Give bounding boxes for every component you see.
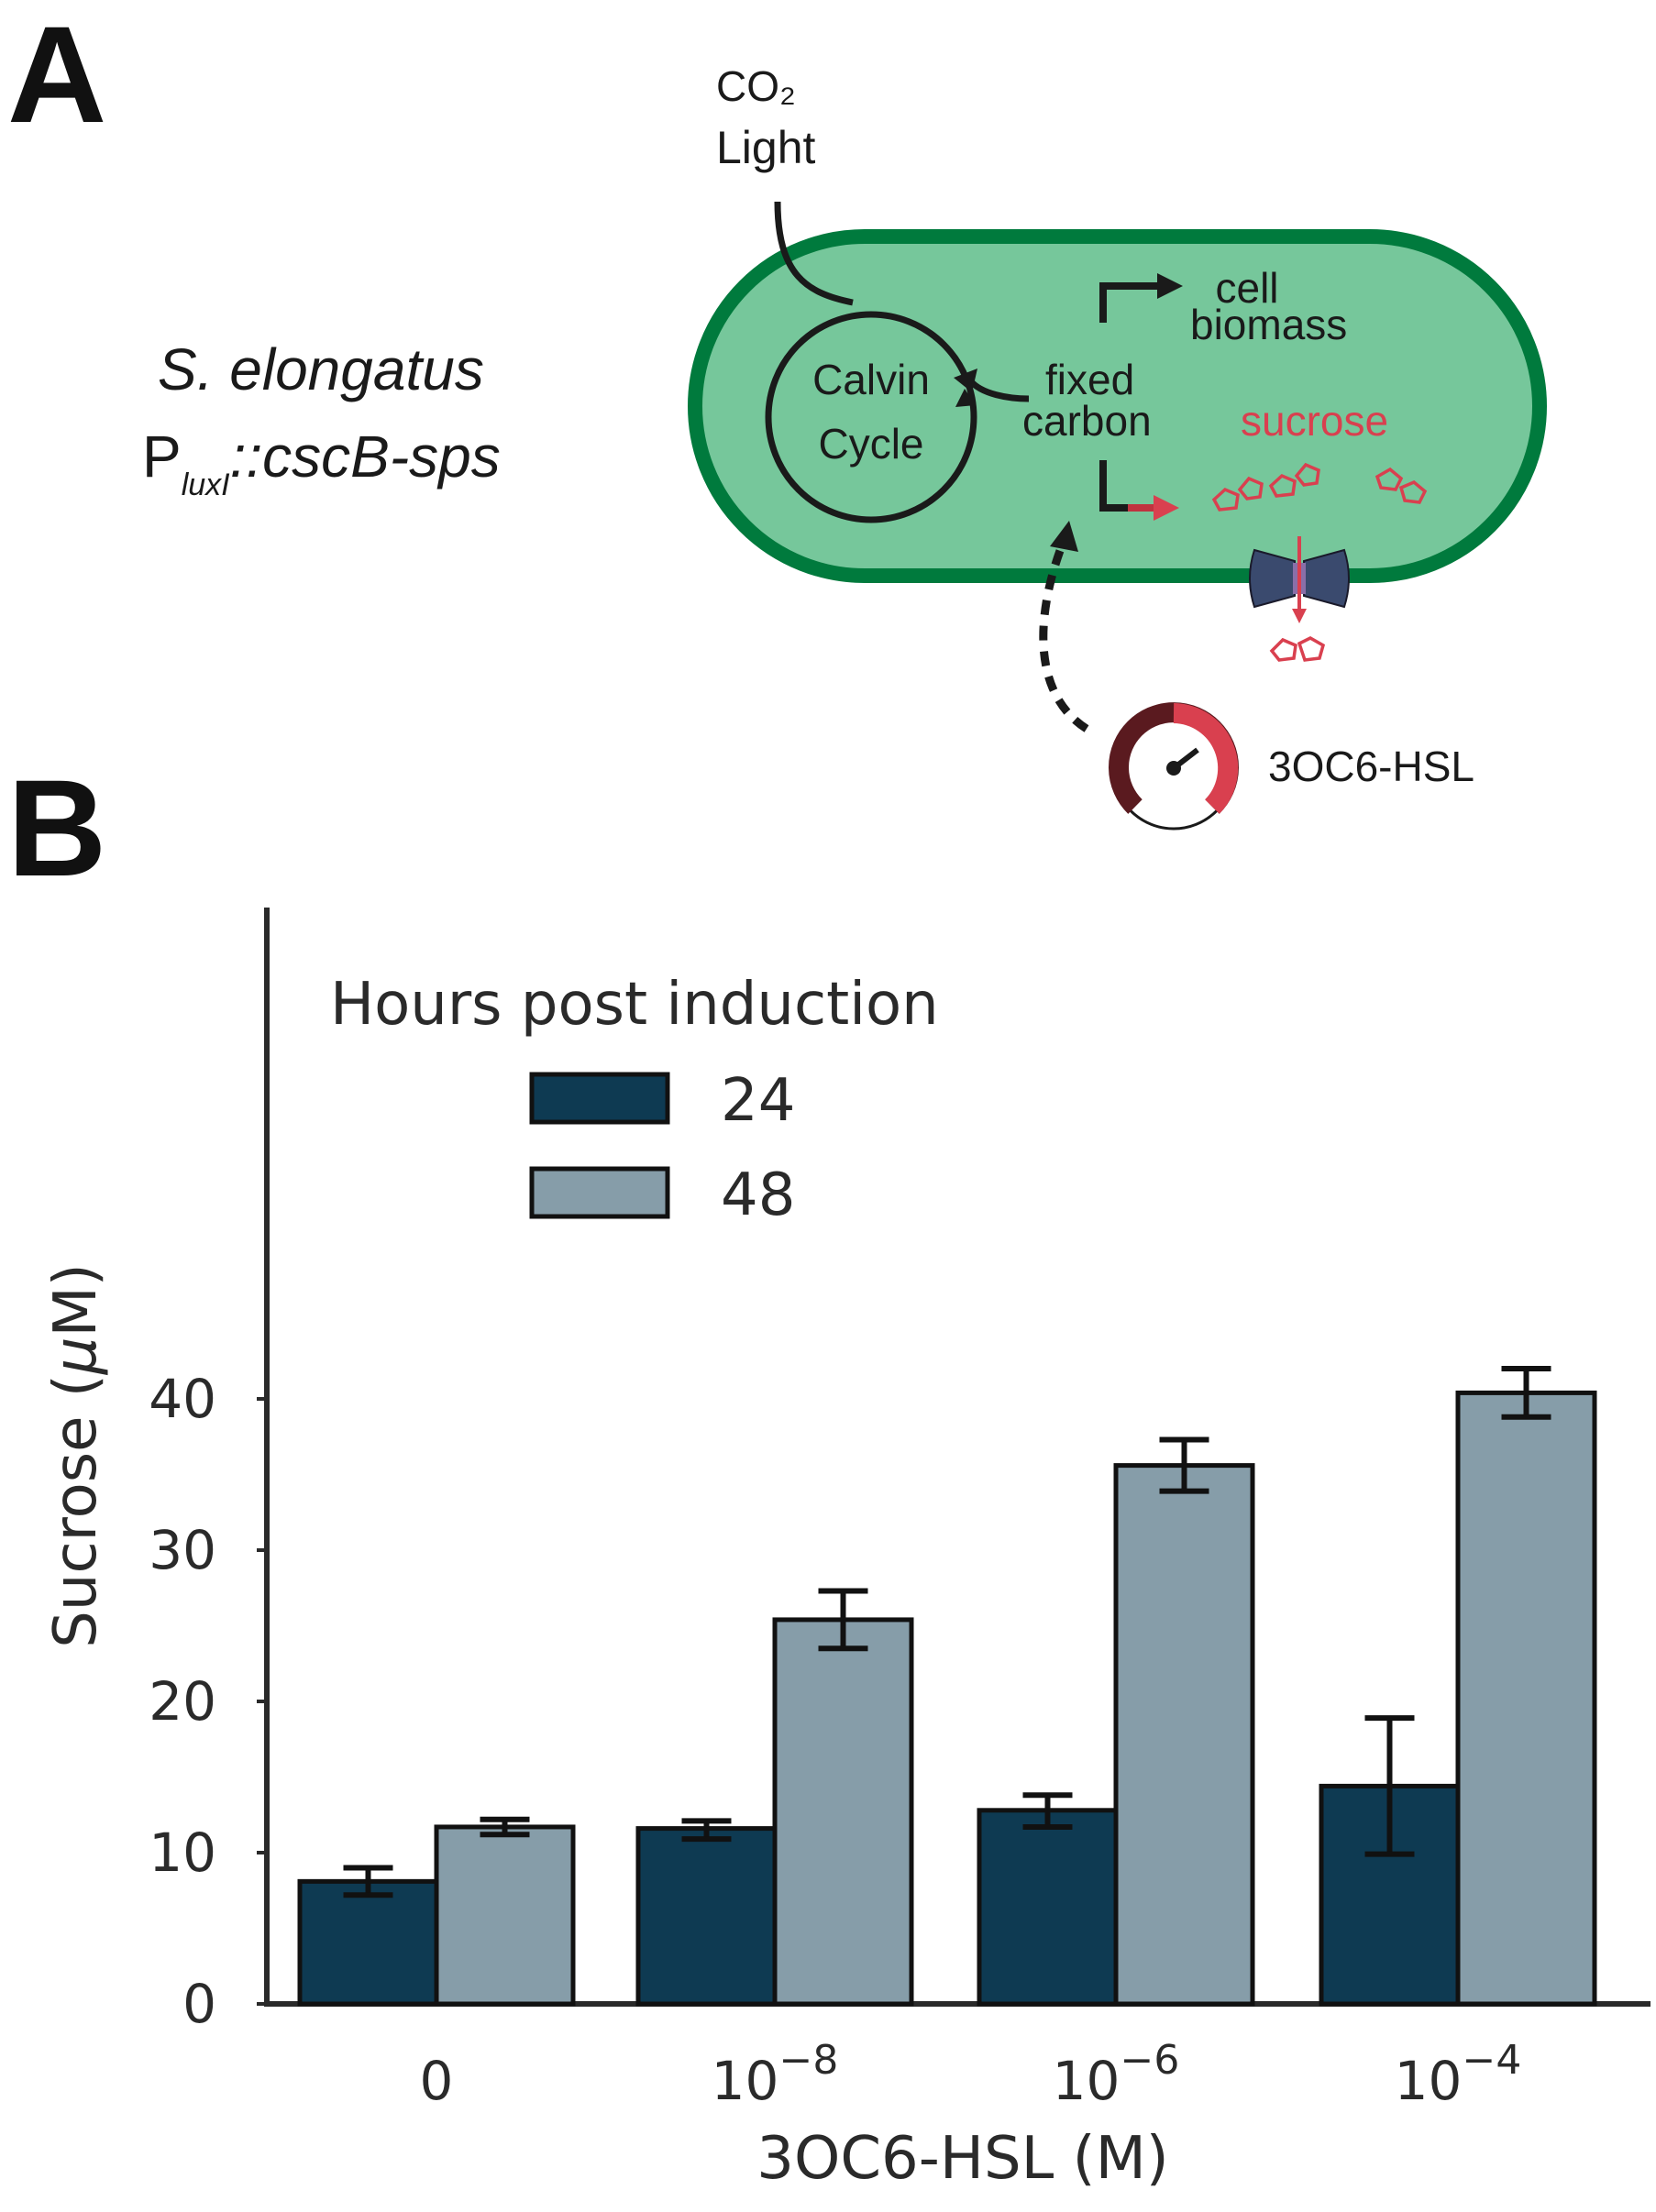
sucrose-label: sucrose [1241, 397, 1388, 445]
bar-48h-3 [1455, 1390, 1597, 2007]
fixed-carbon-arrowhead-icon [954, 369, 977, 392]
fixed-label-line1: fixed [1045, 356, 1134, 403]
sucrose-molecule-icon [1269, 636, 1326, 662]
legend-swatch-48 [529, 1166, 670, 1219]
x-tick-label: 10−6 [1053, 2037, 1180, 2112]
induction-arrowhead-icon [1050, 521, 1078, 552]
inducer-label: 3OC6-HSL [1268, 743, 1474, 790]
co2-input-arrow [774, 201, 854, 306]
bar-48h-0 [434, 1824, 576, 2007]
x-axis-title: 3OC6-HSL (M) [756, 2125, 1169, 2193]
legend-label-24: 24 [721, 1067, 795, 1135]
promoter-construct: PluxI::cscB-sps [142, 424, 501, 502]
sucrose-molecule-icon [1211, 476, 1264, 512]
bar-24h-1 [635, 1826, 778, 2007]
x-tick-label: 10−8 [712, 2037, 839, 2112]
legend-title: Hours post induction [330, 971, 939, 1039]
y-tick-label: 30 [149, 1519, 216, 1581]
fixed-label-line2: carbon [1022, 397, 1152, 445]
legend-swatch-24 [529, 1072, 670, 1125]
sucrose-molecule-icon [1268, 462, 1320, 498]
calvin-label-line2: Cycle [818, 420, 923, 468]
sucrose-molecules [1211, 462, 1428, 662]
light-label: Light [716, 122, 816, 173]
calvin-cycle-arrow-icon [765, 311, 977, 523]
y-tick-label: 0 [182, 1973, 216, 2035]
sucrose-molecule-icon [1374, 467, 1428, 504]
panel-b-letter: B [7, 751, 106, 905]
error-bars-layer [343, 1366, 1551, 1898]
calvin-arrowhead-icon [955, 389, 976, 407]
legend: Hours post induction 24 48 [330, 971, 939, 1229]
calvin-label-line1: Calvin [812, 356, 930, 403]
y-ticks: 0 10 20 30 40 [149, 1368, 267, 2035]
sucrose-arrowhead-icon [1154, 495, 1179, 521]
cell-label-line1: cell [1215, 264, 1278, 312]
y-tick-label: 10 [149, 1821, 216, 1884]
y-axis-title: Sucrose (μM) [42, 1263, 110, 1647]
bar-48h-2 [1113, 1463, 1255, 2007]
organism-name: S. elongatus [158, 336, 484, 402]
bar-48h-1 [772, 1617, 914, 2007]
co2-label: CO₂ [716, 62, 796, 110]
dial-gauge-icon [1109, 702, 1239, 831]
bar-24h-2 [977, 1808, 1119, 2007]
panel-a-letter: A [7, 0, 106, 151]
bars-layer [297, 1390, 1597, 2007]
bar-24h-0 [297, 1878, 439, 2007]
biomass-arrow [1099, 282, 1160, 323]
x-ticks: 0 10−8 10−6 10−4 [420, 2037, 1522, 2112]
y-tick-label: 20 [149, 1670, 216, 1733]
y-tick-label: 40 [149, 1368, 216, 1430]
x-tick-label: 0 [420, 2050, 454, 2112]
legend-label-48: 48 [721, 1161, 795, 1229]
biomass-arrowhead-icon [1157, 273, 1183, 299]
cell-label-line2: biomass [1190, 301, 1347, 348]
transporter-icon [1249, 536, 1350, 623]
induction-arrow [1039, 539, 1089, 732]
x-tick-label: 10−4 [1395, 2037, 1522, 2112]
